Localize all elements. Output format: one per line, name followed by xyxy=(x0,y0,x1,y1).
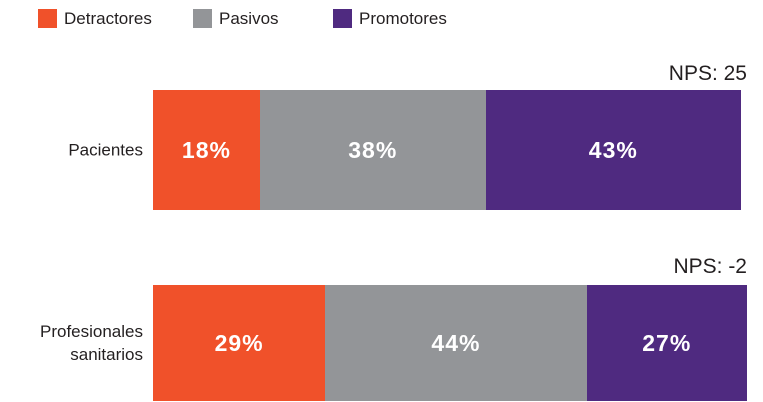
legend-label: Detractores xyxy=(64,9,152,28)
value-label: 44% xyxy=(431,329,481,356)
value-label: 27% xyxy=(642,329,692,356)
bar-segment: 29% xyxy=(153,285,326,401)
bar-segment: 27% xyxy=(586,285,747,401)
legend-label: Pasivos xyxy=(219,9,279,28)
nps-annotation: NPS: -2 xyxy=(673,255,747,278)
legend-label: Promotores xyxy=(359,9,447,28)
bar-segment: 43% xyxy=(485,90,742,210)
value-label: 29% xyxy=(214,329,264,356)
nps-annotation: NPS: 25 xyxy=(668,62,747,85)
category-label: Profesionales sanitarios xyxy=(39,322,143,364)
category-label: Pacientes xyxy=(68,140,143,160)
legend-swatch xyxy=(333,9,352,28)
value-label: 43% xyxy=(588,136,638,163)
bar-segment: 18% xyxy=(153,90,260,210)
legend-swatch xyxy=(193,9,212,28)
value-label: 18% xyxy=(181,136,231,163)
legend-swatch xyxy=(38,9,57,28)
bar-segment: 44% xyxy=(325,285,587,401)
value-label: 38% xyxy=(348,136,398,163)
bar-segment: 38% xyxy=(259,90,486,210)
